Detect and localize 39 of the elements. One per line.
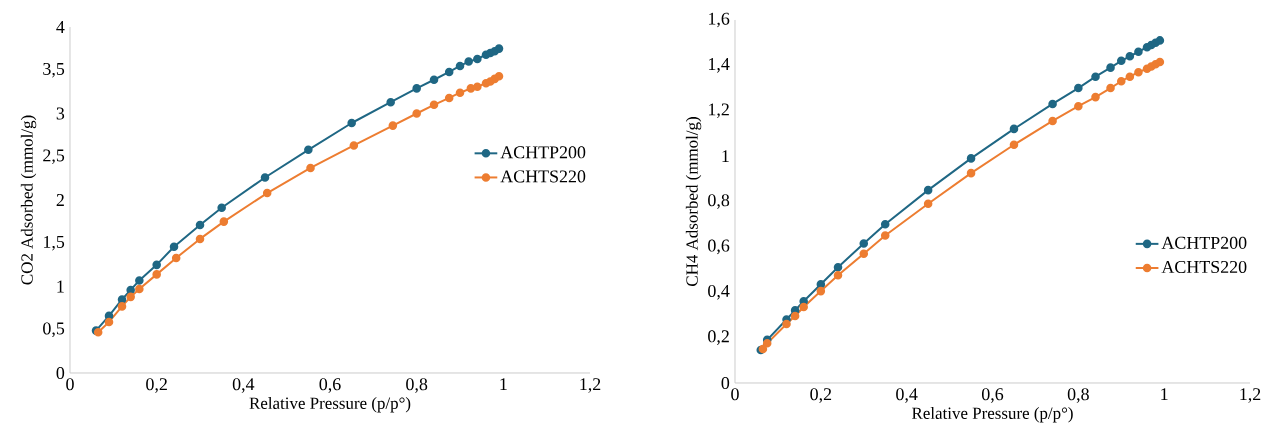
x-tick-label: 0 (66, 378, 74, 391)
x-tick-label: 1 (1161, 388, 1168, 400)
x-tick-label: 0,6 (319, 378, 341, 393)
legend-label: ACHTS220 (500, 170, 586, 183)
x-tick-label: 0,8 (406, 378, 428, 393)
x-tick-label: 1,2 (1240, 388, 1261, 403)
y-tick-label: 1 (57, 280, 64, 293)
y-tick-label: 0,5 (43, 322, 65, 338)
x-tick-label: 1 (500, 378, 507, 390)
y-tick-label: 1,4 (709, 58, 730, 73)
x-tick-label: 0,2 (146, 378, 167, 393)
x-tick-label: 0,2 (810, 388, 832, 403)
y-tick-label: 1,5 (43, 235, 65, 251)
y-tick-label: 1 (722, 150, 729, 163)
x-tick-label: 0,4 (232, 378, 255, 393)
legend-label: ACHTP200 (1161, 236, 1247, 249)
y-tick-label: 3,5 (43, 62, 65, 78)
x-tick-label: 0 (731, 388, 739, 401)
y-tick-label: 2,5 (43, 149, 65, 165)
x-axis-title: Relative Pressure (p/p°) (912, 407, 1073, 423)
y-tick-label: 0 (56, 366, 65, 380)
x-tick-label: 0,8 (1067, 388, 1089, 403)
x-axis-title: Relative Pressure (p/p°) (249, 397, 411, 413)
x-tick-label: 0,6 (981, 388, 1004, 403)
y-tick-label: 1,6 (709, 12, 730, 28)
y-tick-label: 2 (56, 194, 64, 206)
legend-label: ACHTS220 (1161, 260, 1247, 274)
y-tick-label: 0,4 (708, 284, 730, 300)
x-tick-label: 1,2 (580, 378, 601, 393)
y-axis-title: CH4 Adsorbed (mmol/g) (685, 117, 702, 286)
y-tick-label: 4 (56, 21, 65, 33)
y-tick-label: 0,6 (708, 239, 730, 255)
legend-label: ACHTP200 (500, 146, 586, 159)
y-tick-label: 1,2 (709, 103, 729, 119)
y-tick-label: 0,8 (708, 194, 730, 209)
y-tick-label: 0,2 (708, 330, 729, 345)
y-tick-label: 3 (56, 107, 65, 120)
x-tick-label: 0,4 (896, 388, 918, 403)
y-axis-title: CO2 Adsorbed (mmol/g) (20, 115, 37, 285)
